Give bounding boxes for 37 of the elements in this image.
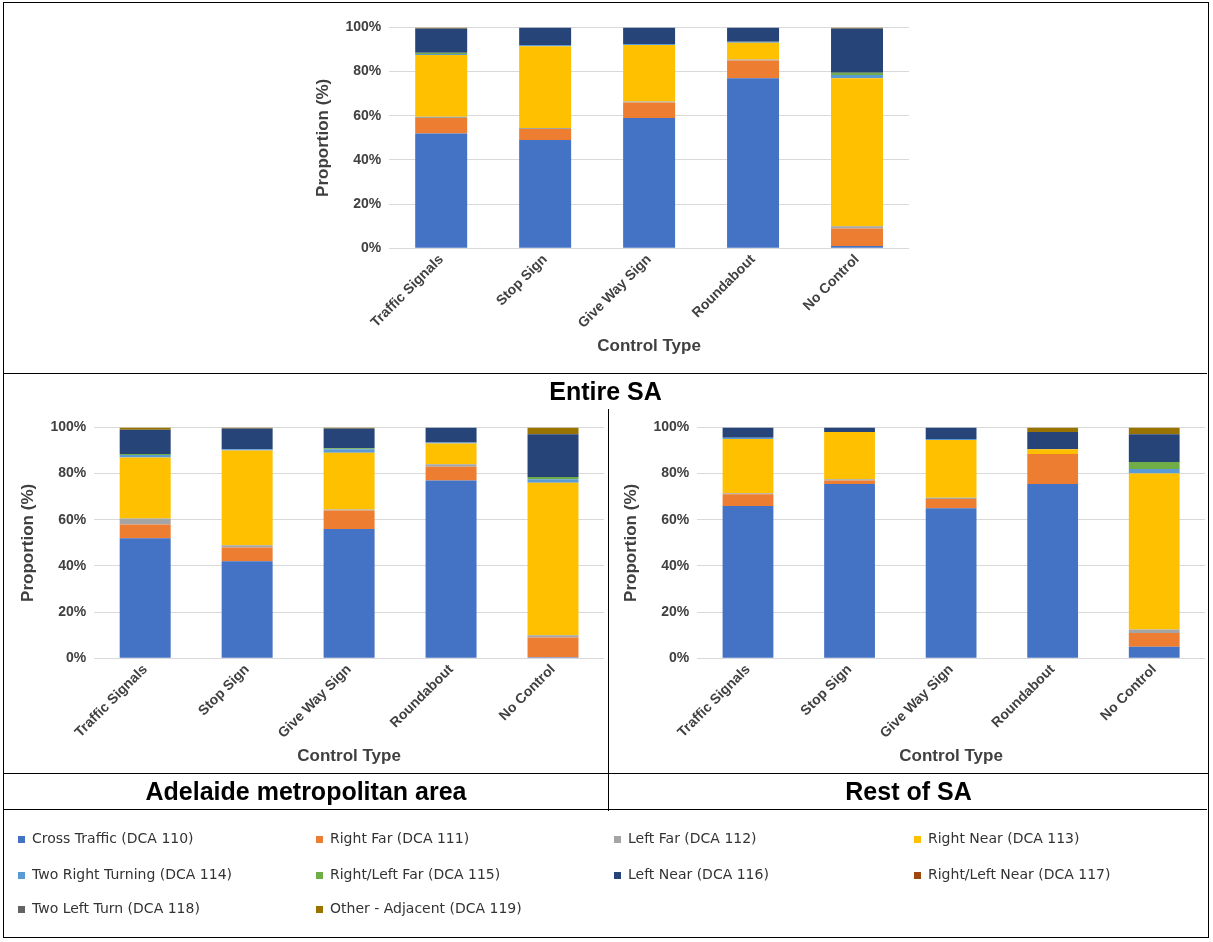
y-tick-label: 100% (50, 418, 87, 435)
x-axis-title: Control Type (899, 746, 1003, 766)
legend-label: Other - Adjacent (DCA 119) (330, 900, 522, 916)
y-tick-label: 60% (353, 106, 382, 123)
y-tick-label: 80% (661, 464, 690, 481)
legend-label: Right/Left Near (DCA 117) (928, 866, 1111, 882)
y-tick-label: 20% (661, 603, 690, 619)
y-axis-title: Proportion (%) (620, 483, 640, 602)
y-tick-label: 20% (353, 195, 382, 211)
legend-label: Right Near (DCA 113) (928, 830, 1080, 846)
text: Rest of SA (609, 773, 1208, 809)
y-axis-title: Proportion (%) (312, 78, 332, 197)
y-tick-label: 60% (661, 510, 690, 527)
legend-label: Right/Left Far (DCA 115) (330, 866, 501, 882)
y-axis-title: Proportion (%) (17, 483, 37, 602)
x-axis-title: Control Type (297, 746, 401, 766)
y-tick-label: 20% (58, 603, 87, 619)
y-tick-label: 80% (353, 62, 382, 79)
text: Entire SA (4, 373, 1207, 409)
y-tick-label: 0% (65, 649, 87, 666)
legend-label: Left Near (DCA 116) (628, 866, 769, 882)
y-tick-label: 100% (345, 18, 382, 35)
legend-label: Two Right Turning (DCA 114) (32, 866, 233, 882)
y-tick-label: 40% (58, 556, 87, 573)
x-axis-title: Control Type (597, 336, 701, 356)
legend-label: Cross Traffic (DCA 110) (32, 830, 194, 846)
legend-label: Right Far (DCA 111) (330, 830, 470, 846)
y-tick-label: 80% (58, 464, 87, 481)
y-tick-label: 40% (661, 556, 690, 573)
text: Adelaide metropolitan area (4, 773, 608, 809)
y-tick-label: 40% (353, 150, 382, 167)
y-tick-label: 60% (58, 510, 87, 527)
legend-label: Left Far (DCA 112) (628, 830, 757, 846)
y-tick-label: 0% (360, 239, 382, 256)
legend-label: Two Left Turn (DCA 118) (32, 900, 200, 916)
y-tick-label: 100% (653, 418, 690, 435)
y-tick-label: 0% (668, 649, 690, 666)
